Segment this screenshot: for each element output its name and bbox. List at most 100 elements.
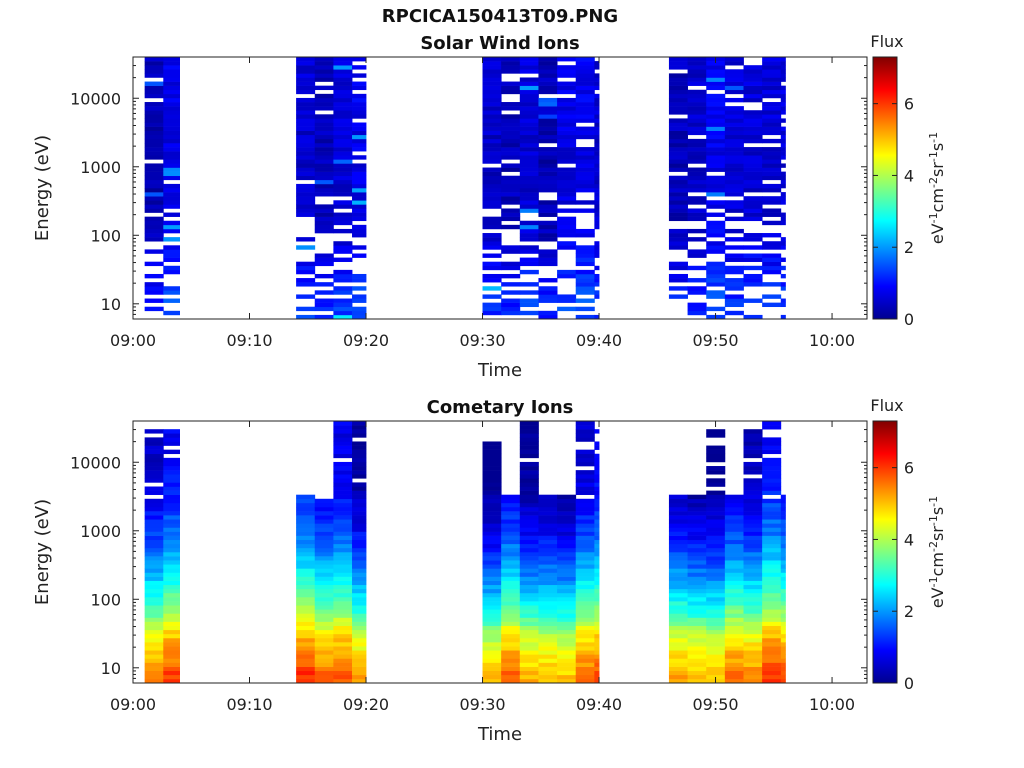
heatmap-cell <box>594 576 600 581</box>
heatmap-cell <box>482 674 502 680</box>
heatmap-cell <box>687 625 707 631</box>
heatmap-cell <box>594 494 600 500</box>
heatmap-cell <box>314 670 334 676</box>
heatmap-cell <box>352 93 367 99</box>
heatmap-cell <box>482 167 502 172</box>
heatmap-cell <box>557 69 577 74</box>
heatmap-cell <box>743 625 763 631</box>
heatmap-cell <box>557 114 577 119</box>
heatmap-cell <box>706 429 726 434</box>
heatmap-cell <box>557 670 577 676</box>
heatmap-cell <box>501 290 521 295</box>
heatmap-cell <box>743 601 763 606</box>
heatmap-cell <box>668 65 688 70</box>
heatmap-cell <box>482 662 502 667</box>
heatmap-cell <box>519 646 539 651</box>
heatmap-cell <box>668 531 688 536</box>
heatmap-cell <box>482 155 502 160</box>
x-tick-label: 10:00 <box>809 695 855 714</box>
heatmap-cell <box>668 73 688 78</box>
heatmap-cell <box>706 163 726 168</box>
heatmap-cell <box>538 57 558 62</box>
heatmap-cell <box>706 130 726 136</box>
heatmap-cell <box>501 543 521 549</box>
heatmap-cell <box>482 118 502 123</box>
heatmap-cell <box>352 97 367 103</box>
heatmap-cell <box>333 502 353 508</box>
heatmap-cell <box>687 183 707 189</box>
heatmap-cell <box>668 167 688 172</box>
heatmap-cell <box>762 253 782 258</box>
heatmap-cell <box>352 527 367 532</box>
heatmap-cell <box>501 106 521 111</box>
heatmap-cell <box>501 89 521 95</box>
heatmap-cell <box>519 433 539 438</box>
heatmap-cell <box>501 310 521 316</box>
heatmap-cell <box>762 294 782 299</box>
heatmap-cell <box>333 490 353 495</box>
x-tick-label: 09:20 <box>343 695 389 714</box>
heatmap-cell <box>519 159 539 164</box>
colorbar-tick-label: 0 <box>904 310 914 329</box>
heatmap-cell <box>538 662 558 667</box>
heatmap-cell <box>482 519 502 524</box>
heatmap-cell <box>296 572 316 577</box>
heatmap-cell <box>163 163 180 168</box>
heatmap-cell <box>594 65 600 70</box>
heatmap-cell <box>519 629 539 635</box>
heatmap-cell <box>352 650 367 655</box>
heatmap-cell <box>333 453 353 459</box>
heatmap-cell <box>575 601 595 606</box>
heatmap-cell <box>743 621 763 626</box>
heatmap-cell <box>482 539 502 545</box>
heatmap-cell <box>762 163 782 168</box>
heatmap-cell <box>724 282 744 287</box>
heatmap-cell <box>706 535 726 541</box>
heatmap-cell <box>314 568 334 573</box>
heatmap-cell <box>352 106 367 111</box>
heatmap-cell <box>501 572 521 577</box>
heatmap-cell <box>352 167 367 172</box>
heatmap-cell <box>706 269 726 275</box>
heatmap-cell <box>519 69 539 74</box>
heatmap-cell <box>780 118 786 123</box>
heatmap-cell <box>575 89 595 95</box>
heatmap-cell <box>333 118 353 123</box>
heatmap-cell <box>482 306 502 312</box>
heatmap-cell <box>668 584 688 590</box>
heatmap-cell <box>144 114 164 119</box>
heatmap-cell <box>706 658 726 663</box>
heatmap-cell <box>557 621 577 626</box>
heatmap-cell <box>743 654 763 659</box>
heatmap-cell <box>144 85 164 91</box>
heatmap-cell <box>314 535 334 541</box>
heatmap-cell <box>144 69 164 74</box>
heatmap-cell <box>163 539 180 545</box>
heatmap-cell <box>296 208 316 213</box>
heatmap-cell <box>594 605 600 610</box>
heatmap-cell <box>144 498 164 504</box>
heatmap-cell <box>724 228 744 234</box>
heatmap-cell <box>575 249 595 254</box>
heatmap-cell <box>668 519 688 524</box>
heatmap-cell <box>163 89 180 95</box>
heatmap-cell <box>482 138 502 144</box>
heatmap-cell <box>296 183 316 189</box>
heatmap-cell <box>724 515 744 520</box>
heatmap-cell <box>501 564 521 569</box>
heatmap-cell <box>762 421 782 426</box>
unit-part: s <box>928 143 947 151</box>
heatmap-cell <box>575 523 595 528</box>
heatmap-cell <box>352 506 367 512</box>
y-tick-label: 1000 <box>80 158 121 177</box>
heatmap-cell <box>352 457 367 463</box>
heatmap-cell <box>538 188 558 193</box>
heatmap-cell <box>557 527 577 532</box>
heatmap-cell <box>594 519 600 524</box>
heatmap-cell <box>687 167 707 172</box>
heatmap-cell <box>314 212 334 217</box>
heatmap-cell <box>482 552 502 557</box>
x-tick-label: 09:10 <box>226 695 272 714</box>
heatmap-cell <box>352 216 367 222</box>
